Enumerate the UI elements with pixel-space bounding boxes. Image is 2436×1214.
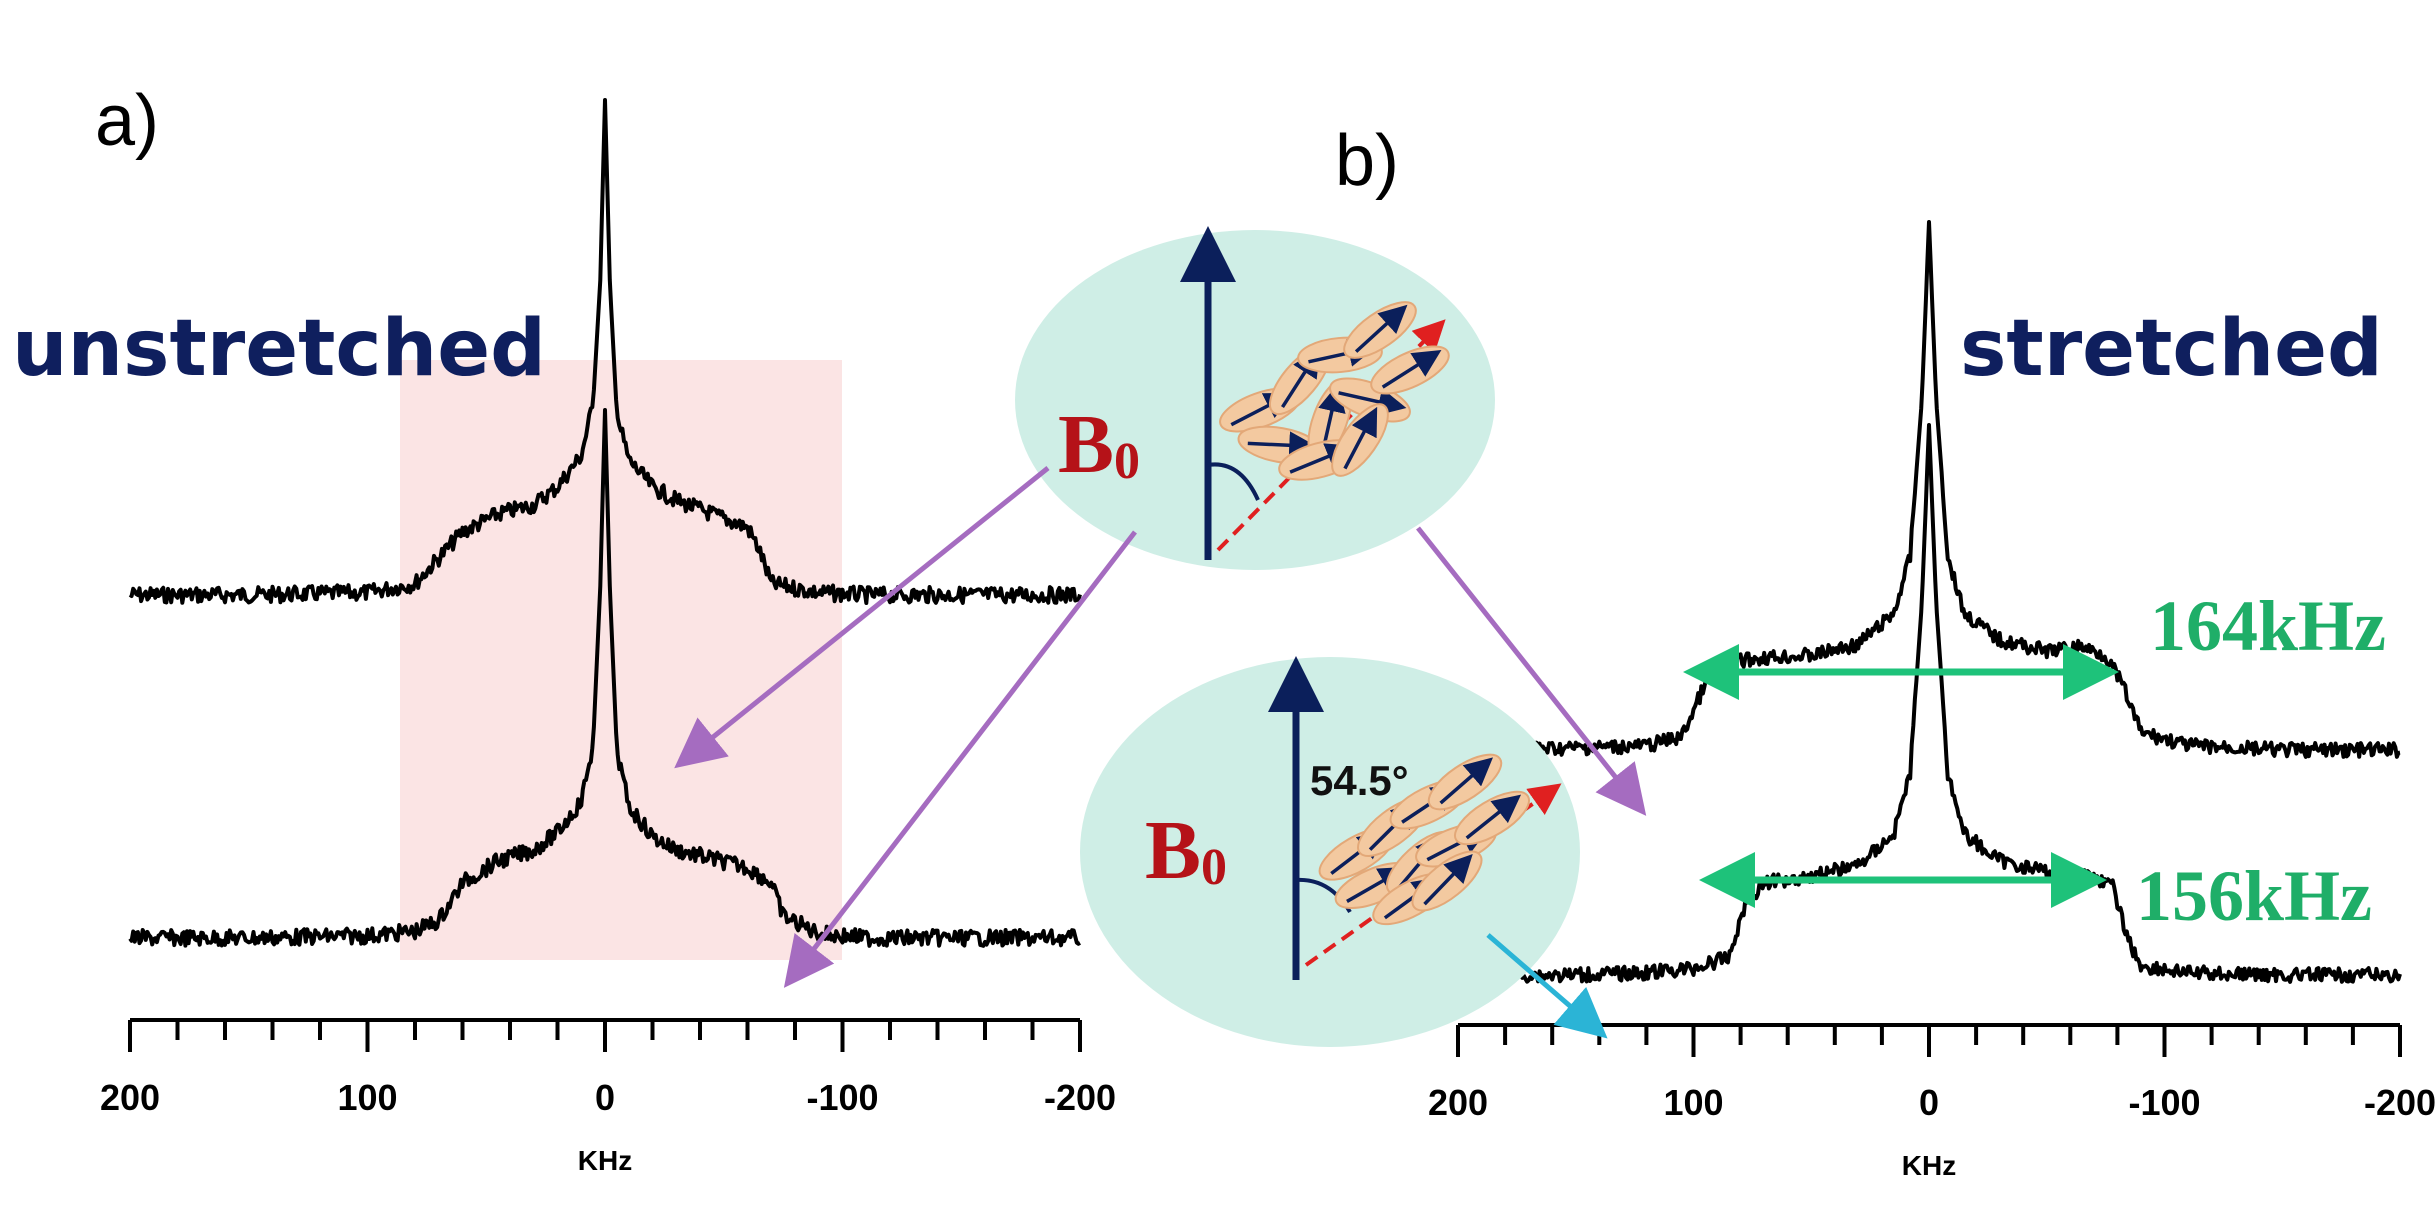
spectrum-b-2 — [1456, 423, 2402, 984]
x-tick-label: -200 — [1044, 1077, 1116, 1118]
b0-label-top: B0 — [1058, 398, 1140, 491]
x-tick-label: -100 — [2128, 1082, 2200, 1123]
magic-angle-label: 54.5° — [1310, 757, 1409, 804]
pointer-arrow-2 — [783, 530, 1137, 988]
x-tick-label: 0 — [1919, 1082, 1939, 1123]
angle-arc-top — [1207, 462, 1260, 501]
spectrum-a-1 — [128, 98, 1082, 605]
molecule — [1411, 850, 1483, 912]
molecule — [1331, 403, 1389, 477]
highlight-region — [400, 360, 842, 960]
panel-b-label: b) — [1335, 121, 1399, 201]
width-label-bottom: 156kHz — [2136, 856, 2372, 936]
x-axis-title: KHz — [1902, 1150, 1956, 1181]
molecule — [1370, 345, 1450, 395]
x-tick-label: -200 — [2364, 1082, 2436, 1123]
orientation-diagram-top: B0 — [1015, 226, 1495, 570]
molecule — [1454, 790, 1530, 846]
pointer-arrow-4 — [1486, 933, 1608, 1039]
b0-label-bottom: B0 — [1145, 804, 1227, 897]
x-tick-label: 100 — [1663, 1082, 1723, 1123]
panel-a-label: a) — [95, 81, 159, 161]
spectrum-a-2 — [128, 408, 1081, 948]
molecules-bottom — [1318, 753, 1530, 926]
x-tick-label: 200 — [1428, 1082, 1488, 1123]
panel-b-axis: 200 100 0 -100 -200 KHz — [1428, 1023, 2436, 1181]
panel-a-axis: 200 100 0 -100 -200 KHz — [100, 1018, 1116, 1176]
spectrum-b-1 — [1456, 220, 2401, 759]
molecule — [1427, 753, 1503, 811]
x-axis-title: KHz — [578, 1145, 632, 1176]
panel-b-spectra — [1456, 220, 2402, 984]
pointer-arrow-1 — [674, 466, 1050, 769]
stretched-label: stretched — [1960, 304, 2383, 394]
x-tick-label: 100 — [337, 1077, 397, 1118]
molecules-top — [1219, 301, 1450, 481]
unstretched-label: unstretched — [12, 304, 546, 394]
x-tick-label: 0 — [595, 1077, 615, 1118]
pointer-arrow-3 — [1416, 526, 1647, 816]
orientation-diagram-bottom: 54.5° B0 — [1080, 656, 1580, 1047]
x-tick-label: 200 — [100, 1077, 160, 1118]
width-label-top: 164kHz — [2150, 586, 2386, 666]
x-tick-label: -100 — [806, 1077, 878, 1118]
panel-a-spectra — [128, 98, 1082, 948]
molecule — [1343, 301, 1417, 359]
